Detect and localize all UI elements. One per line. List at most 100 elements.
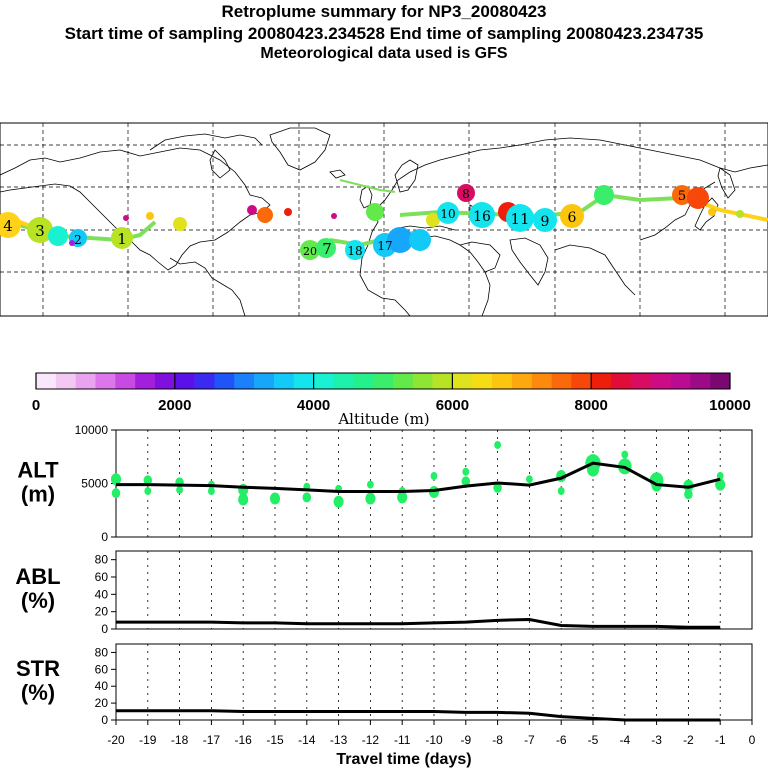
panel-frame: [115, 550, 753, 630]
x-tick-label: -20: [107, 733, 125, 747]
x-tick-label: -11: [394, 733, 411, 747]
track-label: 20: [303, 245, 317, 258]
time-series-panels: 0500010000ALT(m)020406080ABL(%)020406080…: [15, 423, 755, 768]
colorbar-swatch: [432, 373, 453, 389]
colorbar-tick-label: 8000: [575, 397, 608, 414]
plume-marker: [173, 217, 187, 231]
altitude-colorbar: [35, 372, 731, 390]
x-tick-label: -19: [139, 733, 157, 747]
colorbar-tick-label: 2000: [158, 397, 191, 414]
colorbar-swatch: [313, 373, 334, 389]
x-tick-label: -16: [235, 733, 253, 747]
scatter-point: [716, 472, 724, 481]
track-label: 3: [35, 222, 45, 240]
colorbar-swatch: [452, 373, 473, 389]
panel-abl: 0 20 40 60 80 ABL(%): [15, 550, 753, 636]
scatter-point: [269, 492, 281, 505]
panel-ylabel: (%): [21, 588, 55, 613]
colorbar-swatch: [353, 373, 374, 389]
track-label: 9: [541, 214, 550, 230]
colorbar-swatch: [511, 373, 533, 389]
y-tick-label: 80: [95, 645, 109, 659]
colorbar-swatch: [254, 373, 275, 389]
plume-markers: [0, 184, 744, 260]
plume-marker: [257, 207, 273, 223]
scatter-point: [715, 478, 726, 491]
x-tick-label: -3: [651, 733, 662, 747]
colorbar-tick-label: 4000: [297, 397, 330, 414]
x-tick-label: -17: [203, 733, 221, 747]
scatter-point: [111, 488, 121, 499]
scatter-point: [461, 476, 471, 487]
track-label: 10: [440, 207, 455, 221]
plume-marker: [672, 185, 692, 205]
scatter-point: [683, 479, 694, 492]
scatter-point: [333, 495, 344, 508]
colorbar-swatch: [690, 373, 711, 389]
track-label: 11: [510, 210, 529, 228]
scatter-point: [302, 492, 312, 503]
colorbar-swatch: [670, 373, 691, 389]
colorbar-tick-label: 10000: [709, 397, 751, 414]
y-tick-label: 40: [95, 679, 109, 693]
track-label: 16: [473, 209, 491, 225]
y-tick-label: 0: [101, 713, 108, 727]
track-labels: 4 3 2 1 20 7 18 17 16 11 10 9 8 6 5: [3, 187, 686, 258]
plume-marker: [687, 187, 709, 209]
plume-marker: [316, 238, 336, 258]
plume-marker: [469, 202, 495, 228]
plume-marker: [27, 217, 53, 243]
colorbar-swatch: [293, 373, 314, 389]
map-panel: 4 3 2 1 20 7 18 17 16 11 10 9 8 6 5: [0, 122, 768, 317]
y-tick-label: 20: [95, 696, 109, 710]
scatter-point: [367, 480, 374, 489]
plume-marker: [123, 215, 129, 221]
x-tick-label: -13: [330, 733, 348, 747]
colorbar-swatch: [472, 373, 493, 389]
plume-marker: [69, 240, 75, 246]
colorbar-swatch: [75, 373, 96, 389]
scatter-point: [143, 475, 153, 486]
scatter-point: [493, 482, 502, 493]
x-tick-label: -14: [298, 733, 316, 747]
colorbar-swatch: [531, 373, 552, 389]
x-tick-label: -12: [362, 733, 380, 747]
x-tick-label: -4: [619, 733, 630, 747]
track-label: 18: [347, 244, 362, 258]
colorbar-swatch: [214, 373, 235, 389]
plume-marker: [457, 184, 475, 202]
colorbar-swatch: [571, 373, 592, 389]
scatter-point: [238, 493, 249, 506]
x-tick-label: -1: [715, 733, 726, 747]
colorbar-swatch: [55, 373, 76, 389]
x-tick-label: -9: [460, 733, 471, 747]
colorbar-swatch: [630, 373, 651, 389]
y-tick-label: 10000: [75, 423, 109, 437]
y-tick-label: 20: [95, 605, 109, 619]
colorbar-swatch: [412, 373, 433, 389]
colorbar-swatch: [154, 373, 176, 389]
scatter-point: [430, 472, 438, 481]
track-label: 17: [377, 239, 392, 253]
colorbar-swatch: [135, 373, 156, 389]
plume-marker: [0, 212, 21, 238]
colorbar-swatch: [194, 373, 215, 389]
x-tick-label: -7: [524, 733, 535, 747]
scatter-point: [176, 485, 184, 494]
scatter-point: [365, 492, 376, 505]
colorbar-label: Altitude (m): [337, 410, 429, 428]
colorbar-swatch: [273, 373, 295, 389]
x-tick-label: -18: [171, 733, 189, 747]
plume-marker: [533, 208, 557, 232]
track-label: 4: [3, 217, 13, 235]
plume-marker: [708, 208, 716, 216]
x-tick-label: -6: [556, 733, 567, 747]
scatter-point: [621, 450, 629, 459]
colorbar-swatch: [650, 373, 671, 389]
track-label: 1: [117, 230, 127, 248]
plume-marker: [366, 203, 384, 221]
plume-marker: [506, 204, 534, 232]
colorbar-swatch: [95, 373, 116, 389]
